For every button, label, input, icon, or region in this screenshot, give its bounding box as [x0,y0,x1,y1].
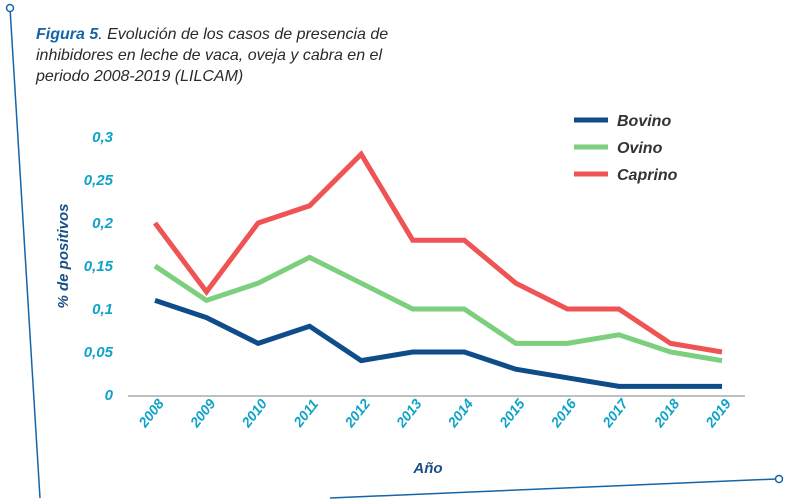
y-tick-label: 0,2 [92,215,114,232]
x-tick-label: 2018 [650,396,683,431]
legend-label-bovino: Bovino [617,113,671,130]
y-tick-label: 0,1 [92,301,113,318]
x-tick-label: 2013 [392,396,425,431]
decorative-frame [5,3,784,499]
y-tick-label: 0 [105,387,114,404]
y-tick-label: 0,25 [84,172,114,189]
x-axis-ticks: 2008 2009 2010 2011 2012 2013 2014 2015 2016 2017… [135,395,735,431]
x-tick-label: 2016 [547,396,580,431]
figure-number: Figura 5 [36,26,99,43]
y-axis-label: % de positivos [55,203,72,308]
frame-right-dot [774,474,784,484]
series-line-caprino [152,150,723,355]
y-tick-label: 0,05 [84,344,114,361]
figure-caption: . Evolución de los casos de presencia de… [36,26,389,85]
series-lines [152,150,723,389]
frame-left-line [9,7,41,499]
legend: Bovino Ovino Caprino [574,113,678,184]
x-tick-label: 2012 [341,396,374,431]
x-tick-label: 2019 [702,396,735,431]
x-tick-label: 2011 [290,396,322,431]
series-line-ovino [153,254,723,364]
x-tick-label: 2010 [238,396,271,431]
x-axis-label: Año [412,460,442,477]
x-tick-label: 2017 [598,395,631,431]
frame-top-dot [5,3,15,13]
x-tick-label: 2015 [495,396,528,431]
x-tick-label: 2008 [135,396,168,431]
y-tick-label: 0,15 [84,258,114,275]
legend-label-ovino: Ovino [617,140,663,157]
frame-bottom-line [329,478,777,499]
y-tick-label: 0,3 [92,129,114,146]
x-tick-label: 2009 [186,396,219,431]
y-axis-ticks: 0 0,05 0,1 0,15 0,2 0,25 0,3 [84,129,114,404]
figure-title: Figura 5. Evolución de los casos de pres… [36,24,416,87]
x-tick-label: 2014 [444,396,477,431]
series-line-bovino [154,298,722,389]
legend-label-caprino: Caprino [617,167,678,184]
